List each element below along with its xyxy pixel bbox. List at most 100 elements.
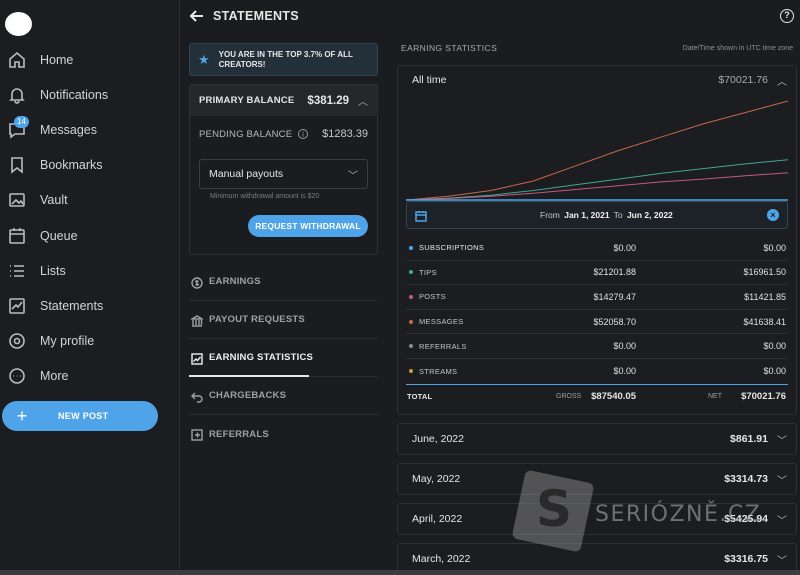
earnings-line-chart bbox=[406, 100, 788, 201]
chevron-down-icon: ﹀ bbox=[777, 515, 787, 527]
chevron-up-icon[interactable]: ︿ bbox=[777, 76, 787, 88]
back-arrow-icon[interactable] bbox=[189, 8, 205, 24]
sidebar-item-my-profile[interactable]: My profile bbox=[0, 324, 180, 359]
series-dot bbox=[409, 319, 413, 324]
sidebar-item-label: Messages bbox=[40, 122, 97, 137]
sidebar-item-label: My profile bbox=[40, 334, 95, 349]
avatar[interactable] bbox=[5, 12, 32, 36]
series-dot bbox=[409, 294, 413, 299]
menu-label: PAYOUT REQUESTS bbox=[209, 314, 305, 325]
from-date[interactable]: Jan 1, 2021 bbox=[564, 210, 610, 220]
bank-icon bbox=[189, 314, 205, 327]
sidebar-item-statements[interactable]: Statements bbox=[0, 288, 180, 323]
row-gross: $0.00 bbox=[613, 366, 636, 377]
month-row-march-2022[interactable]: March, 2022 $3316.75 ﹀ bbox=[397, 543, 797, 575]
row-gross: $52058.70 bbox=[593, 316, 636, 327]
row-net: $16961.50 bbox=[743, 267, 786, 278]
row-net: $11421.85 bbox=[744, 291, 786, 302]
sidebar: Home Notifications 14 Messages Bookmarks… bbox=[0, 0, 180, 575]
month-label: June, 2022 bbox=[412, 433, 464, 445]
row-net: $0.00 bbox=[763, 341, 786, 352]
clear-range-icon[interactable]: × bbox=[767, 209, 779, 221]
all-time-value: $70021.76 bbox=[718, 74, 768, 86]
sidebar-item-queue[interactable]: Queue bbox=[0, 218, 180, 253]
net-label: NET bbox=[708, 393, 722, 401]
chevron-down-icon: ﹀ bbox=[777, 435, 787, 447]
star-icon: ★ bbox=[198, 51, 210, 67]
month-value: $3314.73 bbox=[724, 473, 768, 485]
month-label: March, 2022 bbox=[412, 553, 471, 565]
chart-icon bbox=[8, 297, 26, 315]
primary-balance-label: PRIMARY BALANCE bbox=[199, 95, 295, 106]
primary-balance-header[interactable]: PRIMARY BALANCE $381.29 ︿ bbox=[190, 85, 377, 116]
sidebar-item-notifications[interactable]: Notifications bbox=[0, 77, 180, 112]
menu-earnings[interactable]: EARNINGS bbox=[189, 263, 378, 301]
calendar-icon bbox=[8, 227, 26, 245]
sidebar-item-lists[interactable]: Lists bbox=[0, 253, 180, 288]
all-time-header[interactable]: All time $70021.76 ︿ bbox=[398, 66, 796, 94]
balance-card: PRIMARY BALANCE $381.29 ︿ PENDING BALANC… bbox=[189, 84, 378, 255]
request-withdrawal-button[interactable]: REQUEST WITHDRAWAL bbox=[248, 215, 368, 237]
referral-icon bbox=[191, 428, 203, 441]
table-row: STREAMS $0.00 $0.00 bbox=[406, 359, 788, 384]
all-time-label: All time bbox=[412, 74, 447, 86]
series-dot bbox=[409, 344, 413, 349]
menu-payout-requests[interactable]: PAYOUT REQUESTS bbox=[189, 301, 378, 339]
chevron-down-icon: ﹀ bbox=[777, 475, 787, 487]
gross-label: GROSS bbox=[556, 393, 582, 401]
month-row-may-2022[interactable]: May, 2022 $3314.73 ﹀ bbox=[397, 463, 797, 495]
table-row: POSTS $14279.47 $11421.85 bbox=[406, 285, 788, 310]
messages-icon: 14 bbox=[8, 115, 29, 139]
stats-header: EARNING STATISTICS Date/Time shown in UT… bbox=[397, 40, 797, 56]
table-row: MESSAGES $52058.70 $41638.41 bbox=[406, 310, 788, 335]
bookmark-icon bbox=[8, 156, 26, 174]
sidebar-item-label: Home bbox=[40, 52, 74, 67]
row-name: REFERRALS bbox=[419, 341, 467, 351]
series-line-posts bbox=[406, 172, 788, 201]
help-icon[interactable]: ? bbox=[780, 9, 794, 23]
month-row-april-2022[interactable]: April, 2022 $5425.94 ﹀ bbox=[397, 503, 797, 535]
sidebar-item-messages[interactable]: 14 Messages bbox=[0, 112, 180, 147]
pending-balance-value: $1283.39 bbox=[322, 128, 368, 140]
chart-icon bbox=[191, 352, 203, 365]
menu-label: EARNINGS bbox=[209, 276, 261, 287]
sidebar-item-label: Statements bbox=[40, 298, 104, 313]
sidebar-item-vault[interactable]: Vault bbox=[0, 183, 180, 218]
date-range-picker[interactable]: From Jan 1, 2021 To Jun 2, 2022 × bbox=[406, 201, 788, 229]
new-post-button[interactable]: + NEW POST bbox=[2, 401, 158, 431]
payout-method-value: Manual payouts bbox=[209, 168, 284, 180]
table-row: TIPS $21201.88 $16961.50 bbox=[406, 261, 788, 286]
menu-chargebacks[interactable]: CHARGEBACKS bbox=[189, 377, 378, 415]
pending-balance-text: PENDING BALANCE bbox=[199, 128, 293, 140]
sidebar-item-home[interactable]: Home bbox=[0, 42, 180, 77]
menu-label: CHARGEBACKS bbox=[209, 390, 287, 401]
row-gross: $0.00 bbox=[613, 341, 636, 352]
earnings-table: SUBSCRIPTIONS $0.00 $0.00 TIPS $21201.88… bbox=[406, 236, 788, 409]
bell-icon bbox=[8, 86, 26, 104]
sidebar-item-more[interactable]: More bbox=[0, 359, 180, 394]
info-icon[interactable]: i bbox=[298, 128, 309, 139]
bottom-scrollbar[interactable] bbox=[0, 570, 800, 575]
primary-balance-value: $381.29 bbox=[307, 94, 349, 107]
menu-referrals[interactable]: REFERRALS bbox=[189, 415, 378, 453]
top-creator-banner: ★ YOU ARE IN THE TOP 3.7% OF ALL CREATOR… bbox=[189, 43, 378, 76]
menu-earning-statistics[interactable]: EARNING STATISTICS bbox=[189, 339, 378, 377]
sidebar-item-bookmarks[interactable]: Bookmarks bbox=[0, 148, 180, 183]
month-row-june-2022[interactable]: June, 2022 $861.91 ﹀ bbox=[397, 423, 797, 455]
chevron-down-icon: ﹀ bbox=[348, 170, 358, 182]
profile-icon bbox=[8, 332, 26, 350]
sidebar-item-label: Notifications bbox=[40, 87, 109, 102]
vault-icon bbox=[8, 191, 26, 209]
to-date[interactable]: Jun 2, 2022 bbox=[626, 210, 673, 220]
row-net: $41638.41 bbox=[743, 316, 786, 327]
more-icon bbox=[8, 367, 26, 385]
payout-method-select[interactable]: Manual payouts ﹀ bbox=[199, 159, 368, 189]
pending-balance-row: PENDING BALANCE i $1283.39 bbox=[190, 116, 377, 152]
chevron-up-icon[interactable]: ︿ bbox=[358, 97, 368, 108]
row-name: SUBSCRIPTIONS bbox=[419, 243, 485, 253]
sidebar-item-label: Vault bbox=[40, 193, 68, 208]
calendar-icon[interactable] bbox=[415, 209, 427, 222]
month-value: $3316.75 bbox=[724, 553, 768, 565]
total-label: TOTAL bbox=[407, 392, 433, 402]
page-title: STATEMENTS bbox=[213, 9, 299, 23]
